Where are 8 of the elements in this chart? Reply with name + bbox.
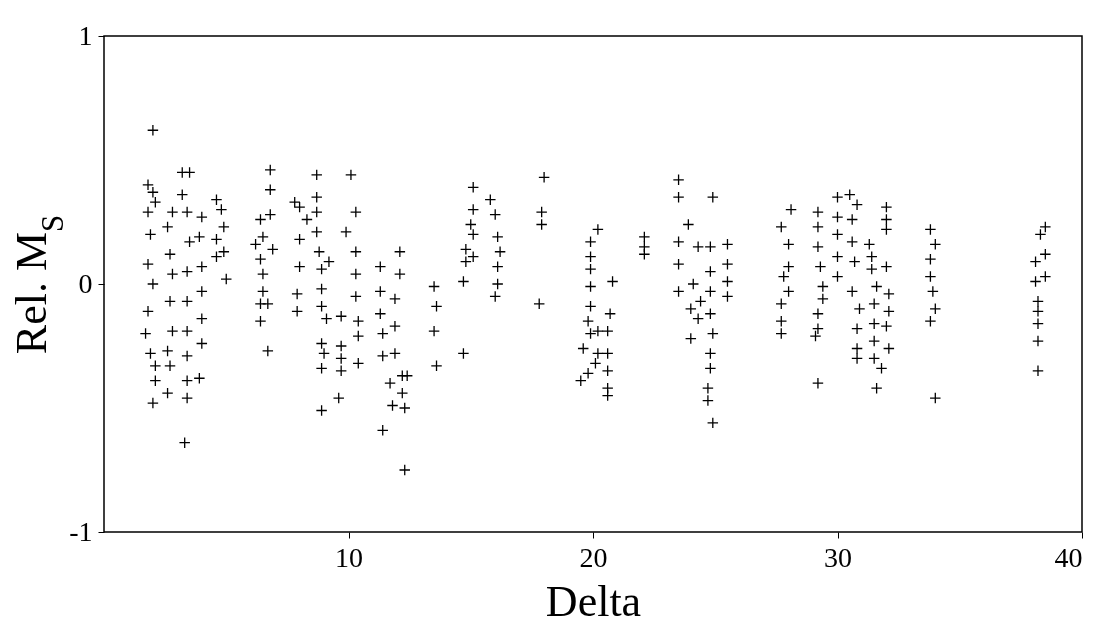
y-tick-label: 0 — [78, 267, 93, 299]
x-tick-label: 20 — [579, 541, 608, 573]
y-tick-label: -1 — [69, 515, 93, 547]
x-tick-label: 40 — [1054, 541, 1083, 573]
x-tick-label: 30 — [824, 541, 852, 573]
x-tick-label: 10 — [335, 541, 363, 573]
y-tick-label: 1 — [78, 19, 93, 51]
x-axis-title: Delta — [545, 576, 642, 619]
